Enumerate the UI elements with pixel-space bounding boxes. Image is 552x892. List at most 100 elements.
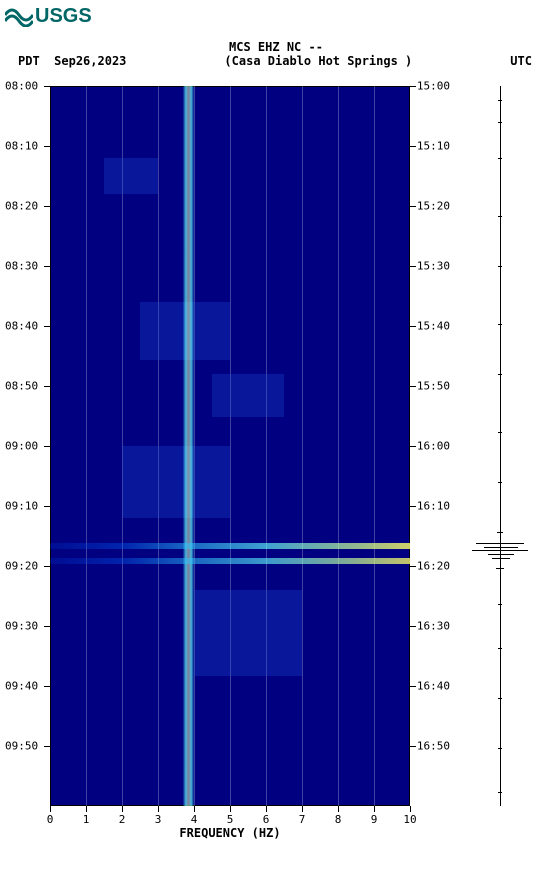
- right-time-label: 16:50: [417, 740, 450, 753]
- spec-vertical-feature: [183, 86, 194, 806]
- right-time-label: 16:10: [417, 499, 450, 512]
- freq-tick: [338, 806, 339, 812]
- header: MCS EHZ NC -- PDT Sep26,2023 (Casa Diabl…: [0, 40, 552, 68]
- right-time-label: 15:50: [417, 380, 450, 393]
- seismo-spike: [498, 698, 503, 699]
- right-tick: [410, 146, 416, 147]
- freq-label: 6: [263, 813, 270, 826]
- freq-tick: [194, 806, 195, 812]
- freq-label: 4: [191, 813, 198, 826]
- spectrogram-canvas: [50, 86, 410, 806]
- seismo-spike: [498, 216, 502, 217]
- freq-tick: [230, 806, 231, 812]
- left-tick: [44, 146, 50, 147]
- freq-tick: [50, 806, 51, 812]
- right-tick: [410, 266, 416, 267]
- spec-gridline: [86, 86, 87, 806]
- freq-label: 0: [47, 813, 54, 826]
- spec-event-band: [50, 558, 410, 564]
- left-time-label: 09:20: [5, 560, 38, 573]
- seismo-spike: [498, 748, 501, 749]
- seismo-spike: [497, 532, 503, 533]
- freq-label: 8: [335, 813, 342, 826]
- spec-gridline: [338, 86, 339, 806]
- left-tick: [44, 206, 50, 207]
- left-tick: [44, 386, 50, 387]
- spec-noise: [104, 158, 158, 194]
- seismo-spike: [498, 792, 502, 793]
- right-time-label: 15:30: [417, 260, 450, 273]
- left-time-label: 08:20: [5, 200, 38, 213]
- left-tick: [44, 86, 50, 87]
- freq-tick: [266, 806, 267, 812]
- left-time-label: 08:10: [5, 139, 38, 152]
- left-tick: [44, 746, 50, 747]
- right-tick: [410, 566, 416, 567]
- logo-text: USGS: [35, 5, 92, 28]
- spec-gridline: [230, 86, 231, 806]
- left-time-label: 08:30: [5, 260, 38, 273]
- seismo-spike: [492, 558, 510, 559]
- x-axis-title: FREQUENCY (HZ): [179, 826, 280, 840]
- spectrogram-plot: FREQUENCY (HZ) 08:0008:1008:2008:3008:40…: [50, 86, 410, 806]
- seismo-spike: [498, 324, 503, 325]
- seismo-spike: [498, 648, 501, 649]
- left-time-label: 09:00: [5, 440, 38, 453]
- right-tick: [410, 506, 416, 507]
- freq-tick: [86, 806, 87, 812]
- right-time-label: 16:20: [417, 560, 450, 573]
- seismo-spike: [498, 374, 501, 375]
- freq-tick: [158, 806, 159, 812]
- freq-label: 9: [371, 813, 378, 826]
- freq-tick: [122, 806, 123, 812]
- right-tick: [410, 386, 416, 387]
- right-time-label: 16:40: [417, 679, 450, 692]
- freq-label: 3: [155, 813, 162, 826]
- left-tz-label: PDT Sep26,2023: [18, 54, 126, 68]
- right-time-label: 15:20: [417, 200, 450, 213]
- freq-label: 2: [119, 813, 126, 826]
- left-tick: [44, 446, 50, 447]
- right-tz-label: UTC: [510, 54, 532, 68]
- right-tick: [410, 746, 416, 747]
- left-tick: [44, 266, 50, 267]
- seismo-spike: [498, 158, 502, 159]
- right-tick: [410, 86, 416, 87]
- right-time-label: 16:00: [417, 440, 450, 453]
- seismo-spike: [498, 482, 502, 483]
- usgs-wave-icon: [5, 7, 33, 27]
- right-time-label: 15:00: [417, 80, 450, 93]
- freq-label: 1: [83, 813, 90, 826]
- seismo-spike: [488, 554, 514, 555]
- right-tick: [410, 206, 416, 207]
- right-tick: [410, 626, 416, 627]
- left-tick: [44, 506, 50, 507]
- seismo-spike: [484, 547, 518, 548]
- seismo-spike: [498, 266, 501, 267]
- spec-gridline: [302, 86, 303, 806]
- freq-label: 10: [403, 813, 416, 826]
- seismo-spike: [498, 604, 503, 605]
- right-tick: [410, 326, 416, 327]
- right-time-label: 16:30: [417, 620, 450, 633]
- left-time-label: 09:50: [5, 740, 38, 753]
- seismo-spike: [498, 122, 501, 123]
- spec-gridline: [374, 86, 375, 806]
- spec-noise: [212, 374, 284, 417]
- freq-tick: [410, 806, 411, 812]
- left-tick: [44, 326, 50, 327]
- spec-noise: [194, 590, 302, 676]
- left-time-label: 09:40: [5, 679, 38, 692]
- freq-label: 5: [227, 813, 234, 826]
- station-code: MCS EHZ NC --: [0, 40, 552, 54]
- spec-event-band: [50, 543, 410, 549]
- usgs-logo: USGS: [5, 5, 92, 28]
- spec-gridline: [266, 86, 267, 806]
- left-time-label: 08:50: [5, 380, 38, 393]
- seismo-spike: [498, 432, 502, 433]
- seismo-spike: [472, 550, 528, 551]
- seismogram-trace: [460, 86, 540, 806]
- freq-tick: [302, 806, 303, 812]
- seismo-spike: [498, 100, 503, 101]
- right-time-label: 15:40: [417, 319, 450, 332]
